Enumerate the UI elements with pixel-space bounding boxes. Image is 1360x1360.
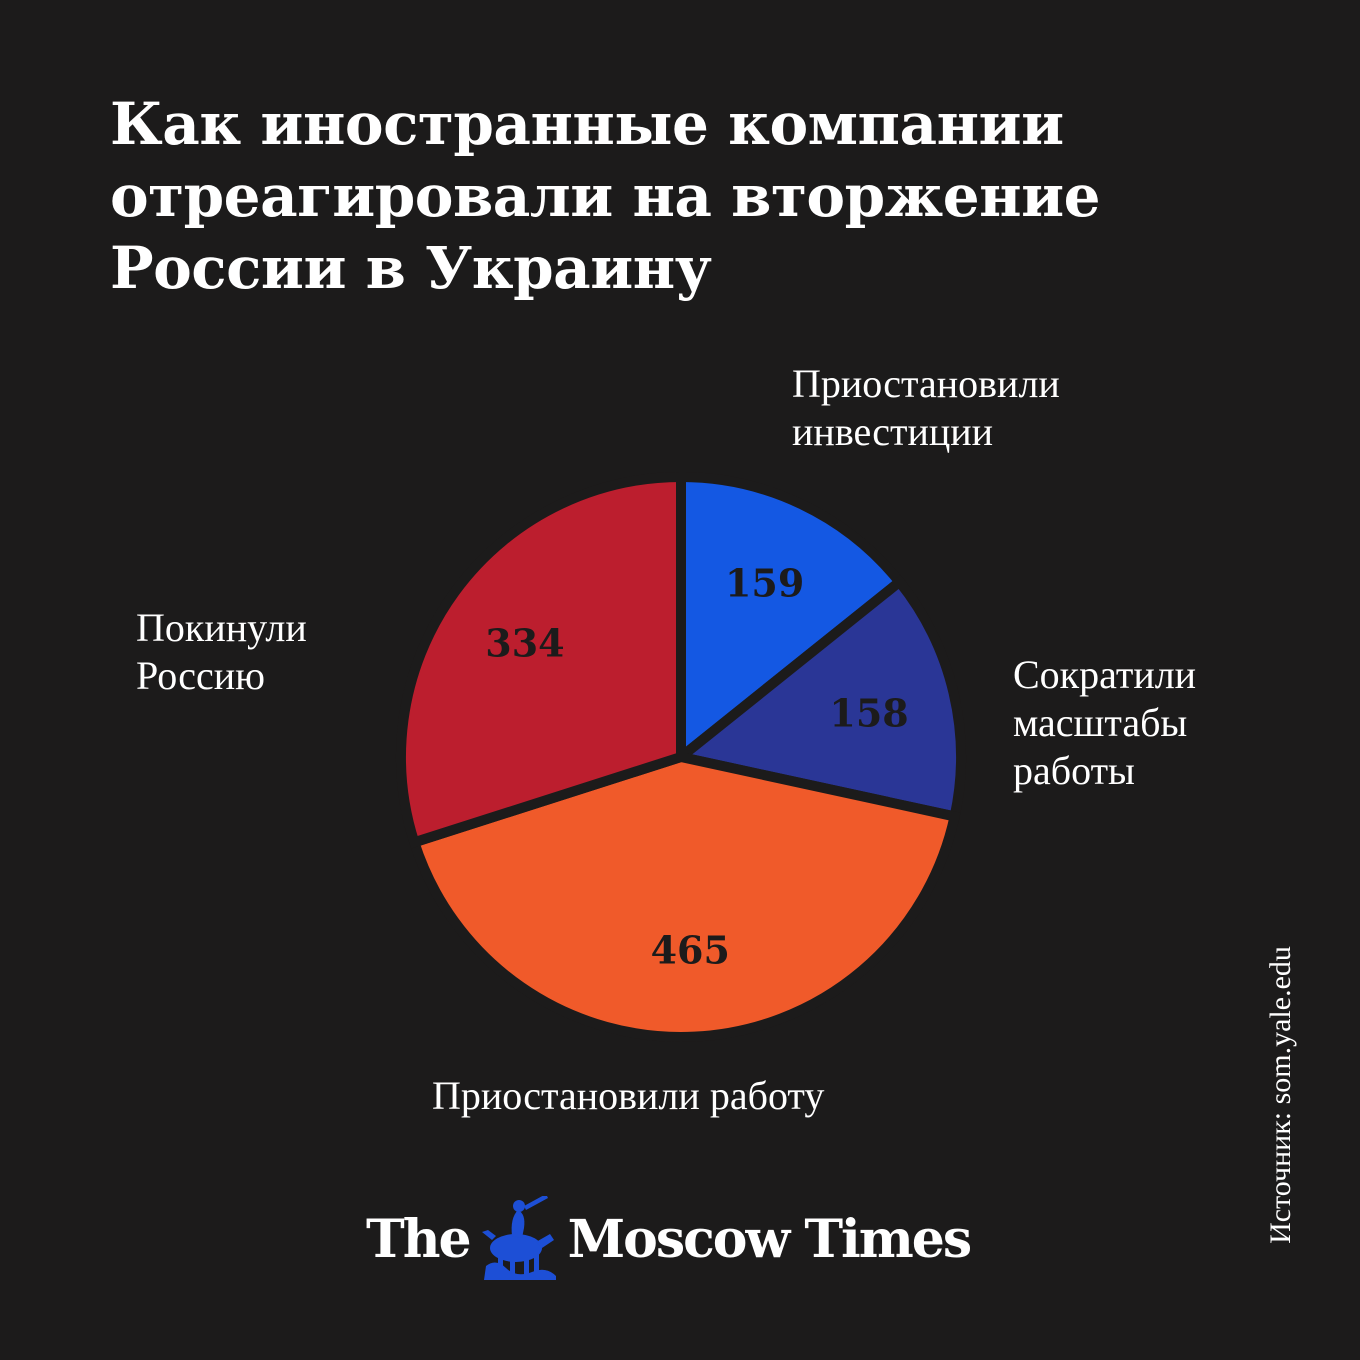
publisher-logo: The Moscow Times xyxy=(366,1196,973,1282)
label-left-russia: Покинули Россию xyxy=(136,604,307,700)
label-line: работы xyxy=(1013,748,1135,793)
pie-slice xyxy=(408,751,961,1042)
logo-text-moscow-times: Moscow Times xyxy=(567,1208,973,1270)
label-line: Приостановили работу xyxy=(432,1073,825,1118)
pie-value-labels: 159 158 465 334 xyxy=(485,560,908,972)
pie-slice xyxy=(676,471,907,768)
label-line: масштабы xyxy=(1013,700,1188,745)
label-line: Сократили xyxy=(1013,652,1197,697)
label-line: Россию xyxy=(136,653,266,698)
label-line: инвестиции xyxy=(792,409,994,454)
label-suspended: Приостановили работу xyxy=(432,1072,824,1120)
title-line: России в Украину xyxy=(110,234,712,302)
pie-slice xyxy=(396,471,686,849)
source-note: Источник: som.yale.edu xyxy=(1264,946,1297,1244)
pie-value-label: 465 xyxy=(651,927,730,972)
pie-value-label: 159 xyxy=(725,560,804,605)
pie-slice xyxy=(669,574,966,823)
pie-value-label: 334 xyxy=(485,621,564,666)
label-scaled-down: Сократили масштабы работы xyxy=(1013,651,1196,795)
pie-value-label: 158 xyxy=(829,690,908,735)
chart-title: Как иностранные компании отреагировали н… xyxy=(110,88,1210,304)
label-line: Покинули xyxy=(136,605,307,650)
title-line: Как иностранные компании xyxy=(110,90,1064,158)
pie-slices xyxy=(396,471,966,1042)
st-george-emblem-icon xyxy=(481,1196,556,1280)
label-line: Приостановили xyxy=(792,361,1060,406)
logo-text-the: The xyxy=(366,1208,472,1270)
title-line: отреагировали на вторжение xyxy=(110,162,1101,230)
label-investments: Приостановили инвестиции xyxy=(792,360,1060,456)
